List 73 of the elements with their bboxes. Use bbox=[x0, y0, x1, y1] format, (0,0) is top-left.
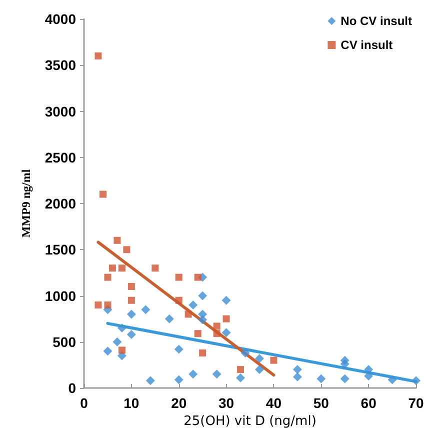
point bbox=[94, 52, 102, 60]
point bbox=[103, 346, 112, 356]
x-tick-label: 10 bbox=[124, 395, 140, 411]
point bbox=[213, 330, 220, 338]
y-tick-label: 3500 bbox=[44, 57, 76, 74]
point bbox=[199, 349, 206, 356]
point bbox=[222, 315, 230, 322]
y-tick-label: 3000 bbox=[44, 103, 76, 120]
y-axis-title: MMP9 ng/ml bbox=[19, 168, 33, 238]
point bbox=[175, 296, 182, 304]
point bbox=[99, 190, 106, 198]
point bbox=[213, 322, 220, 330]
point bbox=[117, 324, 126, 333]
point bbox=[212, 370, 222, 379]
point bbox=[236, 373, 246, 382]
point bbox=[198, 315, 208, 324]
x-tick-label: 70 bbox=[408, 395, 424, 411]
point bbox=[104, 301, 112, 308]
point bbox=[340, 374, 350, 384]
point bbox=[188, 300, 198, 310]
point bbox=[141, 305, 150, 314]
point bbox=[126, 330, 136, 339]
point bbox=[128, 296, 135, 304]
point bbox=[316, 374, 326, 384]
point bbox=[164, 314, 174, 324]
point bbox=[175, 274, 182, 281]
y-tick-label: 2000 bbox=[44, 196, 76, 212]
x-tick-label: 30 bbox=[218, 395, 234, 411]
point bbox=[126, 310, 136, 319]
point bbox=[104, 274, 112, 281]
point bbox=[94, 301, 102, 308]
point bbox=[194, 330, 202, 338]
y-tick-label: 0 bbox=[68, 380, 76, 396]
y-tick-label: 2500 bbox=[44, 149, 76, 166]
y-tick-label: 4000 bbox=[44, 11, 76, 27]
point bbox=[292, 372, 302, 382]
point bbox=[118, 346, 126, 354]
point bbox=[152, 264, 159, 272]
y-tick-label: 1000 bbox=[44, 288, 76, 304]
point bbox=[222, 296, 231, 305]
point bbox=[114, 236, 121, 244]
y-tick-label: 500 bbox=[52, 334, 76, 350]
point bbox=[174, 375, 184, 384]
point bbox=[237, 366, 244, 374]
point bbox=[270, 356, 278, 364]
x-tick-label: 50 bbox=[313, 395, 330, 411]
point bbox=[254, 365, 264, 374]
point bbox=[254, 354, 264, 363]
point bbox=[188, 370, 198, 379]
point bbox=[340, 360, 350, 369]
x-tick-label: 40 bbox=[266, 395, 282, 411]
point bbox=[222, 328, 231, 338]
point bbox=[184, 310, 192, 318]
x-tick-label: 20 bbox=[171, 395, 187, 411]
point bbox=[174, 344, 184, 354]
point bbox=[388, 375, 397, 384]
point bbox=[128, 283, 135, 290]
point bbox=[118, 264, 126, 272]
y-tick-label: 1500 bbox=[44, 242, 76, 258]
point bbox=[412, 376, 420, 386]
x-tick-label: 0 bbox=[80, 395, 88, 411]
point bbox=[194, 274, 202, 281]
x-axis-title: 25(OH) vit D (ng/ml) bbox=[184, 414, 316, 429]
point bbox=[198, 291, 208, 300]
x-tick-label: 60 bbox=[360, 395, 377, 411]
legend-label: No CV insult bbox=[340, 14, 412, 28]
point bbox=[146, 376, 155, 386]
point bbox=[123, 246, 130, 254]
legend-label: CV insult bbox=[340, 38, 393, 52]
point bbox=[112, 337, 122, 346]
point bbox=[292, 365, 302, 374]
point bbox=[108, 264, 116, 272]
point bbox=[240, 348, 250, 358]
